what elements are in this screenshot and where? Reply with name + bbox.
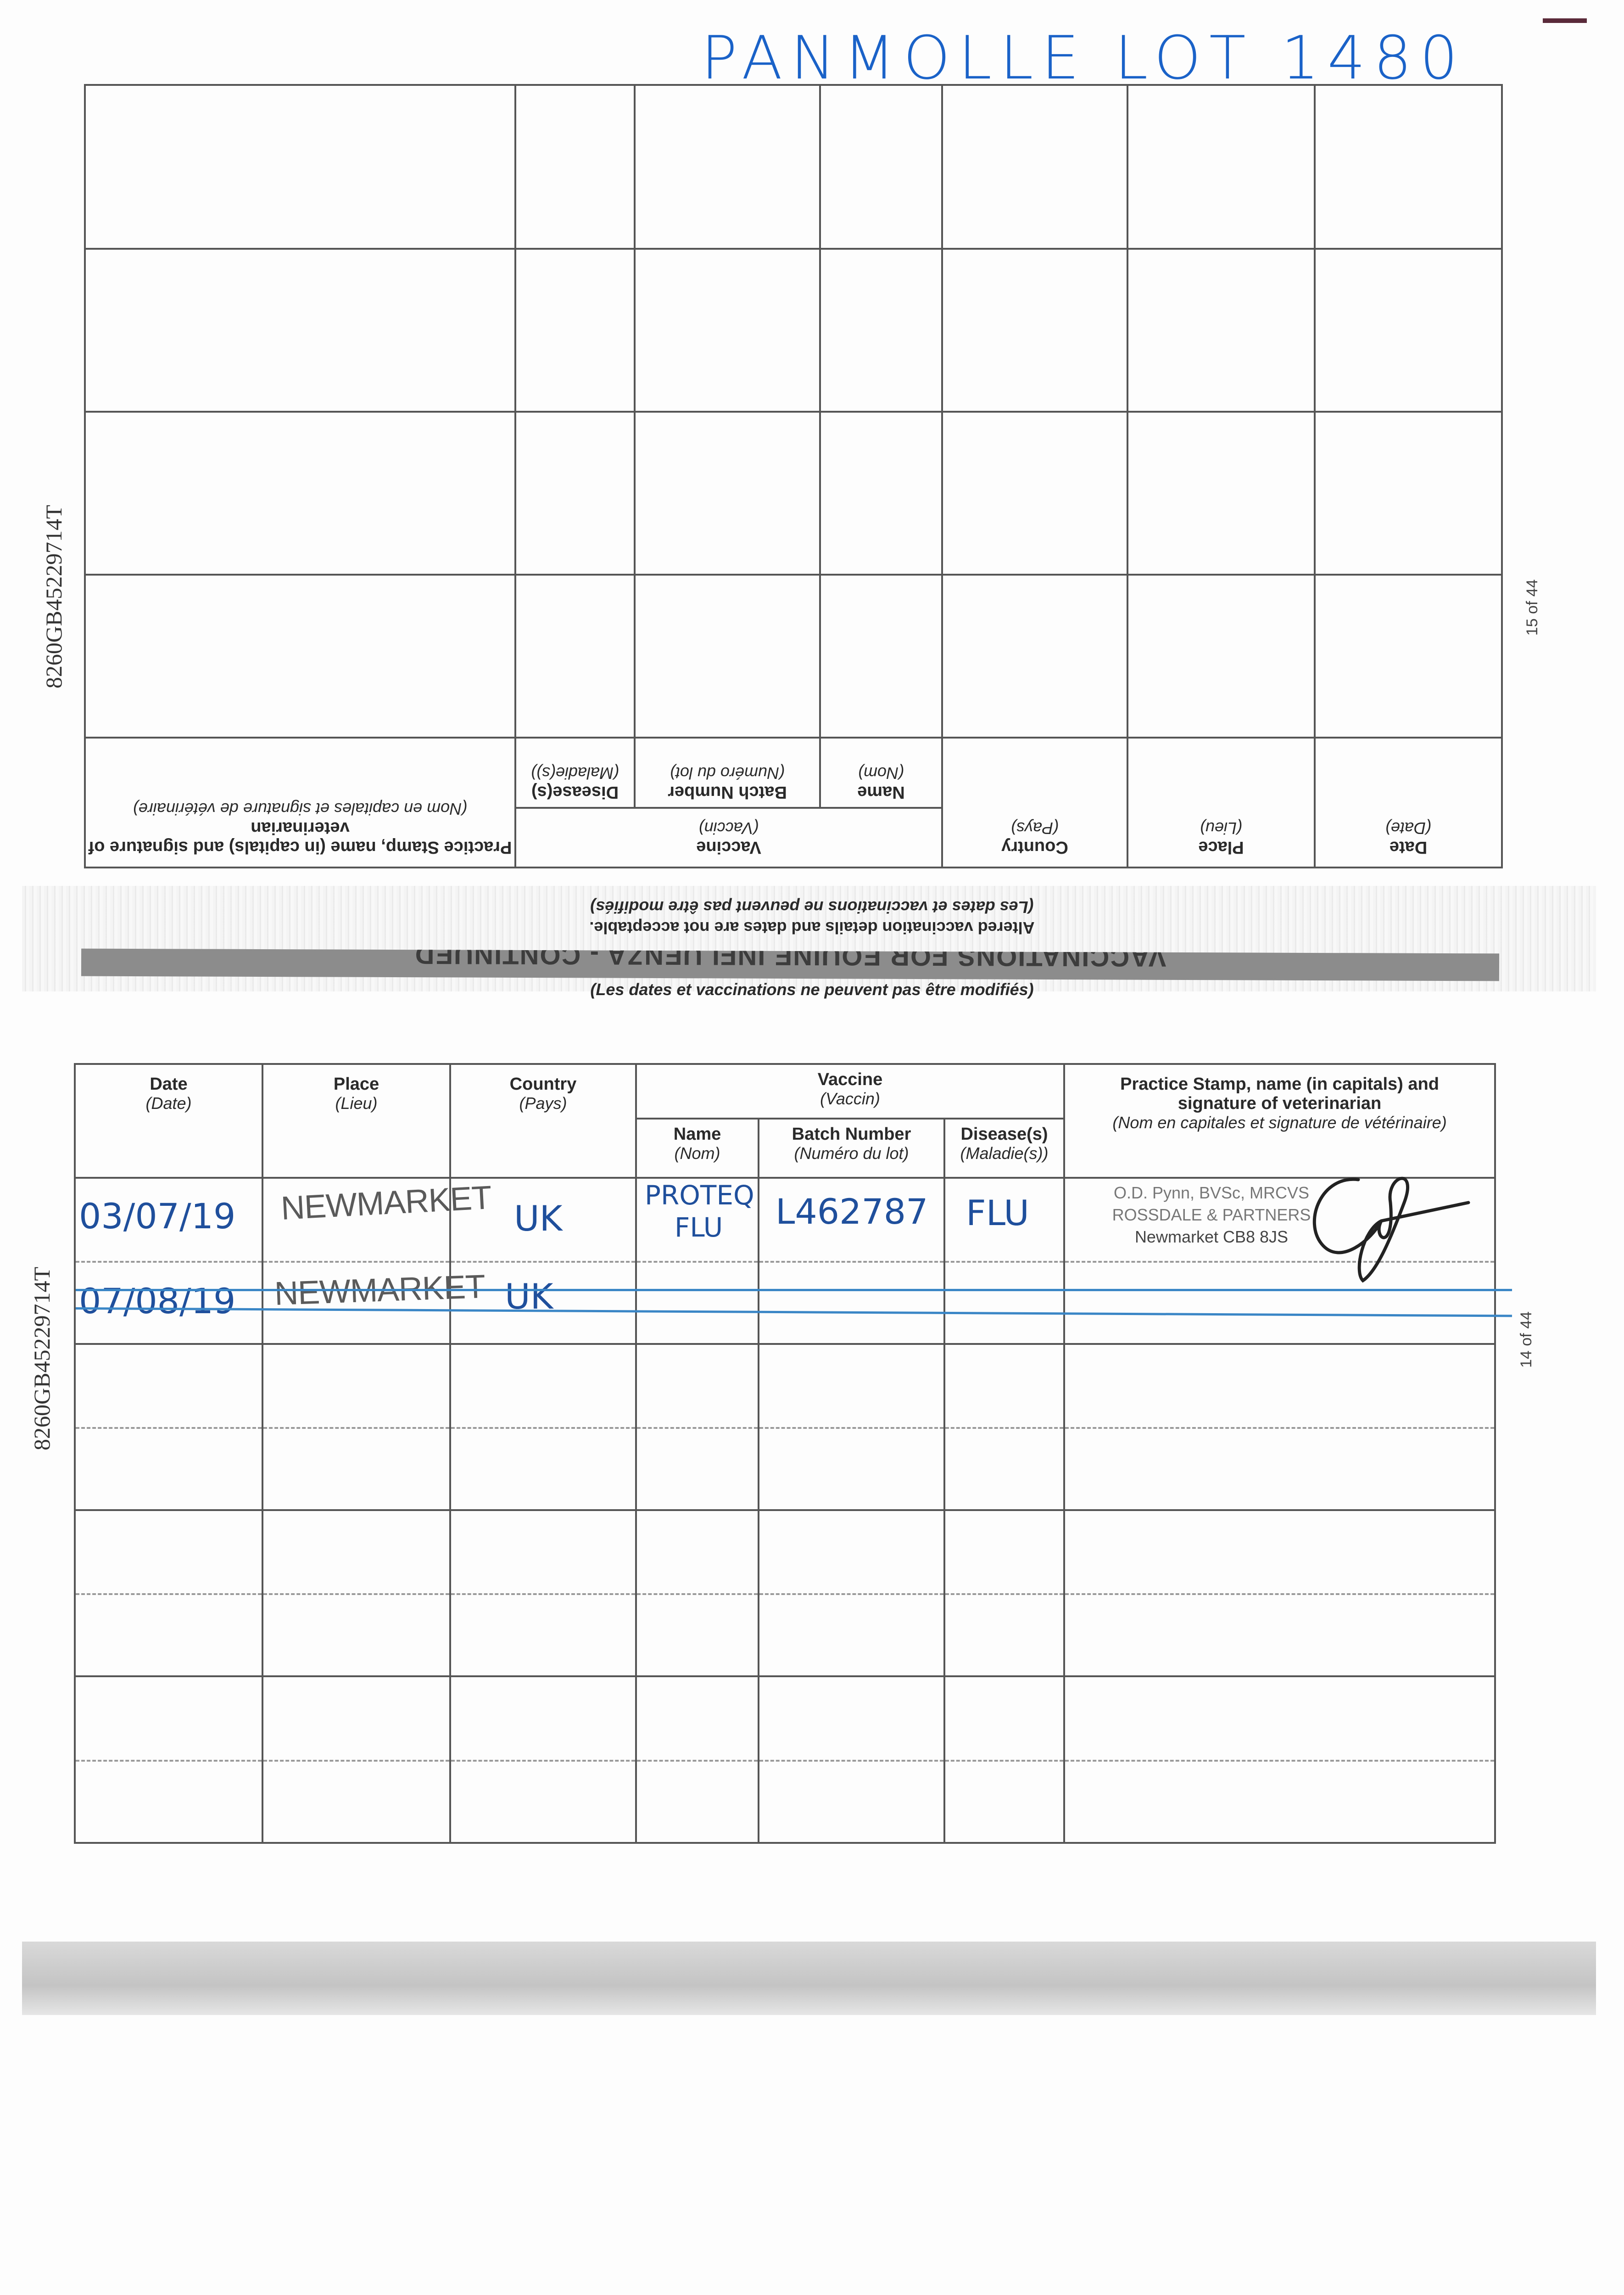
header-label-fr: (Date) — [1385, 819, 1432, 838]
practice-stamp: O.D. Pynn, BVSc, MRCVS ROSSDALE & PARTNE… — [1101, 1182, 1322, 1248]
entry-2-date: 07/08/19 — [79, 1281, 236, 1321]
passport-number-top: 8260GB45229714T — [41, 505, 67, 688]
header-vaccine: Vaccine (Vaccin) — [515, 808, 942, 868]
header-country: Country (Pays) — [449, 1063, 637, 1179]
header-label-fr: (Pays) — [1011, 819, 1059, 838]
header-label-fr: (Lieu) — [1200, 819, 1243, 838]
warning-french-upside-down: (Les dates et vaccinations ne peuvent pa… — [590, 898, 1034, 917]
warning-english-upside-down: Altered vaccination details and dates ar… — [589, 918, 1035, 937]
table-row — [74, 1177, 1496, 1345]
table-row — [84, 85, 1502, 249]
header-vaccine: Vaccine (Vaccin) — [635, 1063, 1066, 1120]
header-label: Vaccine — [817, 1070, 883, 1089]
stamp-practice: ROSSDALE & PARTNERS — [1112, 1205, 1311, 1224]
handwritten-lot-note: PANMOLLE LOT 1480 — [701, 23, 1466, 93]
page-number-top: 15 of 44 — [1524, 579, 1541, 636]
warning-french: (Les dates et vaccinations ne peuvent pa… — [590, 980, 1034, 999]
header-name: Name (Nom) — [635, 1118, 759, 1179]
stamp-address: Newmarket CB8 8JS — [1134, 1227, 1289, 1246]
header-label-fr: (Numéro du lot) — [794, 1143, 909, 1163]
header-label: Date — [1389, 838, 1428, 857]
header-stamp: Practice Stamp, name (in capitals) and s… — [84, 738, 515, 868]
header-label: Disease(s) — [531, 783, 619, 802]
header-label: Practice Stamp, name (in capitals) and s… — [1120, 1075, 1439, 1113]
table-row — [84, 575, 1502, 738]
header-label: Place — [333, 1075, 379, 1094]
header-label: Date — [150, 1075, 188, 1094]
table-row — [74, 1675, 1496, 1844]
header-label: Batch Number — [668, 783, 787, 802]
entry-1-batch-number: L462787 — [776, 1191, 928, 1232]
header-place: Place (Lieu) — [1127, 738, 1315, 868]
header-label: Country — [509, 1075, 577, 1094]
header-label-fr: (Nom en capitales et signature de vétéri… — [133, 800, 468, 819]
header-label: Vaccine — [696, 838, 761, 857]
page-number-bottom: 14 of 44 — [1518, 1311, 1535, 1368]
entry-1-country: UK — [514, 1198, 563, 1239]
blue-strike-line — [76, 1289, 1512, 1291]
header-label: Batch Number — [792, 1125, 911, 1144]
section-heading-band: VACCINATIONS FOR EQUINE INFLUENZA - CONT… — [81, 948, 1500, 981]
entry-1-vaccine-name-line1: PROTEQ — [645, 1180, 754, 1211]
entry-1-date: 03/07/19 — [79, 1196, 236, 1237]
header-label-fr: (Nom en capitales et signature de vétéri… — [1112, 1113, 1447, 1132]
passport-number-bottom: 8260GB45229714T — [29, 1267, 55, 1450]
header-name: Name (Nom) — [820, 738, 942, 808]
header-label: Name — [857, 783, 905, 802]
header-label: Country — [1001, 838, 1068, 857]
header-label-fr: (Vaccin) — [820, 1089, 880, 1108]
veterinarian-signature — [1312, 1176, 1470, 1283]
header-label-fr: (Pays) — [519, 1093, 567, 1113]
header-label-fr: (Maladie(s)) — [960, 1143, 1049, 1163]
header-disease: Disease(s) (Maladie(s)) — [943, 1118, 1066, 1179]
header-label-fr: (Maladie(s)) — [530, 764, 619, 783]
ink-mark — [1543, 18, 1587, 23]
header-label-fr: (Lieu) — [335, 1093, 378, 1113]
scan-edge-strip — [22, 1942, 1596, 2015]
table-row — [74, 1343, 1496, 1511]
header-date: Date (Date) — [74, 1063, 263, 1179]
header-disease: Disease(s) (Maladie(s)) — [515, 738, 635, 808]
header-label-fr: (Nom) — [674, 1143, 720, 1163]
header-label: Name — [673, 1125, 721, 1144]
header-label: Place — [1198, 838, 1244, 857]
header-date: Date (Date) — [1315, 738, 1502, 868]
stamp-vet-name: O.D. Pynn, BVSc, MRCVS — [1113, 1183, 1310, 1202]
header-label: Disease(s) — [960, 1125, 1048, 1144]
entry-1-disease: FLU — [966, 1192, 1029, 1233]
header-batch: Batch Number (Numéro du lot) — [635, 738, 820, 808]
header-label: Practice Stamp, name (in capitals) and s… — [88, 818, 512, 857]
vaccination-table-upside-down: Date (Date) Place (Lieu) Country (Pays) Vac… — [84, 84, 1503, 868]
header-label-fr: (Nom) — [858, 764, 904, 783]
header-label-fr: (Numéro du lot) — [670, 764, 785, 783]
previous-page-table-rotated: Date (Date) Place (Lieu) Country (Pays) Vac… — [84, 84, 1503, 868]
table-row — [74, 1509, 1496, 1677]
header-stamp: Practice Stamp, name (in capitals) and s… — [1063, 1063, 1496, 1179]
entry-1-vaccine-name-line2: FLU — [675, 1212, 723, 1243]
header-place: Place (Lieu) — [262, 1063, 451, 1179]
vaccination-table: Date (Date) Place (Lieu) Country (Pays) Vac… — [74, 1063, 1496, 1844]
header-label-fr: (Date) — [145, 1093, 192, 1113]
header-country: Country (Pays) — [942, 738, 1127, 868]
header-label-fr: (Vaccin) — [698, 819, 759, 838]
table-row — [84, 412, 1502, 575]
header-batch: Batch Number (Numéro du lot) — [758, 1118, 945, 1179]
table-row — [84, 249, 1502, 412]
